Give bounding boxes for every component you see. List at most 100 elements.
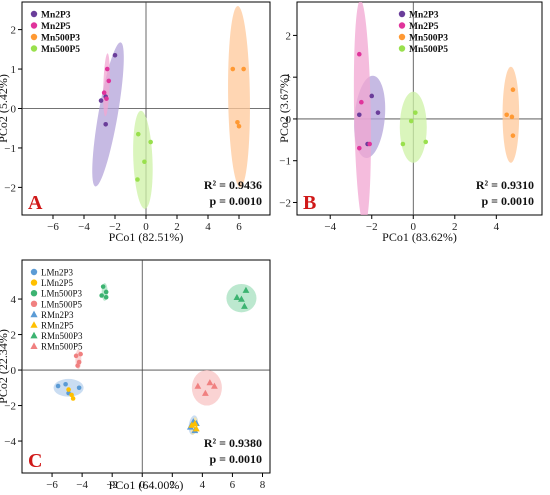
legend-marker-lmn500p5 (30, 300, 38, 307)
panel-letter: B (303, 192, 316, 214)
legend-label-rmn500p5: RMn500P5 (41, 342, 83, 352)
y-tick-label: 2 (11, 330, 17, 342)
y-tick-label: 1 (286, 72, 292, 84)
legend-marker-mn2p5 (30, 22, 38, 29)
point-mn500p5 (413, 110, 418, 115)
legend-marker-mn500p5 (30, 45, 38, 52)
point-lmn2p3 (76, 385, 82, 391)
point-mn500p3 (236, 123, 242, 129)
point-rmn2p5 (192, 425, 200, 432)
point-mn500p3 (235, 120, 240, 125)
ellipse-mn500p3 (502, 66, 520, 163)
legend-marker-rmn2p3 (30, 310, 38, 318)
ellipse-mn500p3 (228, 5, 250, 188)
y-tick-label: −2 (279, 197, 291, 209)
point-mn2p5 (106, 78, 112, 84)
x-tick-label: 6 (230, 479, 236, 491)
point-mn2p3 (98, 98, 104, 103)
point-mn2p5 (104, 96, 109, 101)
point-mn500p3 (509, 114, 515, 120)
y-tick-label: −4 (4, 436, 16, 448)
point-mn2p3 (112, 52, 118, 58)
x-tick-label: −4 (78, 221, 90, 233)
point-mn2p3 (356, 112, 362, 118)
legend-marker-mn500p5 (398, 45, 406, 52)
legend-marker-lmn2p5 (30, 279, 38, 286)
point-mn500p5 (408, 118, 414, 124)
point-mn500p3 (510, 87, 516, 93)
y-tick-label: −2 (4, 182, 16, 194)
r2-value: R² = 0.9436 (204, 178, 262, 192)
legend-marker-mn2p3 (398, 10, 406, 18)
legend-label-lmn500p5: LMn500P5 (41, 299, 83, 309)
legend-label-rmn500p3: RMn500P3 (41, 331, 83, 341)
point-mn500p5 (142, 159, 147, 165)
ellipse-mn2p5 (353, 2, 371, 215)
y-tick-label: −2 (4, 401, 16, 413)
point-rmn500p5 (194, 382, 202, 389)
point-rmn500p3 (238, 295, 245, 302)
x-tick-label: −6 (46, 479, 58, 491)
x-tick-label: 2 (174, 221, 180, 233)
x-axis-title: PCo1 (82.51%) (109, 230, 184, 244)
r2-value: R² = 0.9380 (204, 436, 262, 450)
point-rmn500p3 (241, 302, 248, 309)
point-mn500p5 (148, 139, 153, 145)
y-tick-label: −1 (279, 156, 291, 168)
point-rmn2p5 (191, 419, 199, 427)
point-mn500p3 (230, 66, 236, 72)
x-tick-label: 4 (200, 479, 206, 491)
p-value: p = 0.0010 (209, 452, 262, 466)
x-tick-label: 2 (452, 221, 458, 233)
legend-label-mn2p3: Mn2P3 (41, 11, 71, 21)
point-lmn2p3 (55, 383, 61, 389)
x-tick-label: −6 (47, 221, 59, 233)
legend-marker-mn2p3 (30, 10, 38, 18)
y-axis-title: PCo2 (3.67%) (277, 74, 291, 143)
legend: LMn2P3LMn2P5LMn500P3LMn500P5RMn2P3RMn2P5… (30, 268, 83, 352)
p-value: p = 0.0010 (481, 194, 534, 208)
y-axis-title: PCo2 (22.34%) (0, 329, 10, 404)
legend-label-lmn2p3: LMn2P3 (41, 268, 74, 278)
point-lmn2p5 (66, 387, 71, 392)
point-mn2p5 (359, 99, 364, 105)
legend-marker-rmn500p3 (30, 331, 38, 339)
point-mn500p3 (241, 66, 246, 72)
point-lmn500p5 (76, 359, 82, 365)
legend-label-mn500p5: Mn500P5 (41, 45, 80, 55)
point-lmn500p3 (103, 294, 109, 300)
legend-label-mn500p3: Mn500P3 (41, 34, 80, 44)
p-value: p = 0.0010 (209, 194, 262, 208)
point-lmn500p3 (100, 284, 106, 289)
x-tick-label: 0 (411, 221, 417, 233)
x-tick-label: −2 (366, 221, 378, 233)
legend-label-mn500p5: Mn500P5 (409, 45, 448, 55)
point-rmn500p5 (201, 389, 209, 396)
point-mn2p5 (356, 51, 362, 57)
point-rmn500p5 (206, 379, 214, 386)
y-tick-label: 0 (11, 365, 17, 377)
point-mn500p5 (135, 131, 141, 137)
y-tick-label: 2 (286, 30, 292, 42)
point-lmn500p3 (103, 289, 109, 295)
point-mn2p5 (104, 66, 110, 72)
legend-marker-rmn2p5 (30, 321, 38, 328)
point-mn2p5 (367, 141, 372, 147)
legend-label-mn2p5: Mn2P5 (409, 22, 439, 32)
x-tick-label: 4 (494, 221, 500, 233)
y-axis-title: PCo2 (5.42%) (0, 74, 10, 143)
point-lmn2p5 (70, 396, 76, 401)
plot-area (22, 2, 270, 215)
x-tick-label: −4 (76, 479, 88, 491)
point-lmn500p5 (73, 353, 79, 359)
y-tick-label: 4 (11, 294, 17, 306)
point-rmn500p3 (233, 293, 241, 300)
point-mn500p5 (135, 177, 140, 182)
y-tick-label: −1 (4, 143, 16, 155)
plot-area (297, 2, 542, 215)
point-mn500p5 (400, 141, 406, 147)
